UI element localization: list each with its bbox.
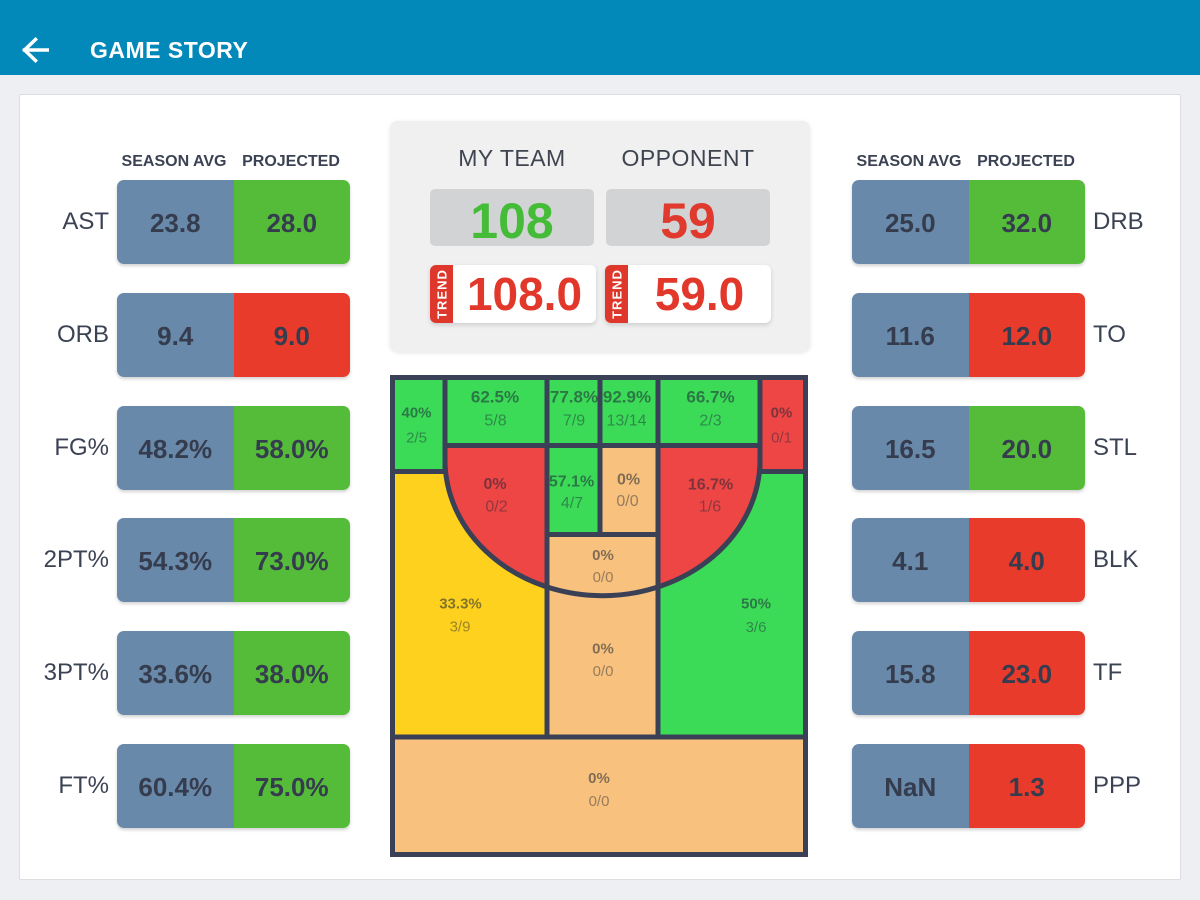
svg-text:0%: 0% [592,641,614,658]
svg-text:0/0: 0/0 [589,793,610,810]
svg-text:3/6: 3/6 [746,619,767,636]
svg-text:1/6: 1/6 [699,499,721,516]
svg-text:0%: 0% [483,476,506,493]
svg-text:66.7%: 66.7% [686,388,734,407]
svg-text:50%: 50% [741,596,771,613]
svg-text:16.7%: 16.7% [688,477,733,494]
svg-text:0/0: 0/0 [616,493,638,510]
svg-text:0%: 0% [617,472,640,489]
svg-text:77.8%: 77.8% [550,388,598,407]
svg-text:5/8: 5/8 [484,413,506,430]
svg-text:0/1: 0/1 [771,430,792,447]
svg-text:0/0: 0/0 [593,569,614,586]
svg-text:57.1%: 57.1% [549,474,594,491]
svg-text:33.3%: 33.3% [439,596,482,613]
svg-text:0%: 0% [588,770,610,787]
svg-text:7/9: 7/9 [563,413,585,430]
svg-text:0/0: 0/0 [593,663,614,680]
svg-text:2/5: 2/5 [406,430,427,447]
svg-text:62.5%: 62.5% [471,388,519,407]
svg-text:40%: 40% [401,405,431,422]
svg-text:2/3: 2/3 [699,413,721,430]
svg-text:3/9: 3/9 [450,619,471,636]
svg-text:0/2: 0/2 [485,499,507,516]
svg-text:0%: 0% [592,547,614,564]
svg-text:4/7: 4/7 [561,495,583,512]
svg-text:13/14: 13/14 [606,413,646,430]
svg-text:92.9%: 92.9% [603,388,651,407]
svg-text:0%: 0% [771,405,793,422]
